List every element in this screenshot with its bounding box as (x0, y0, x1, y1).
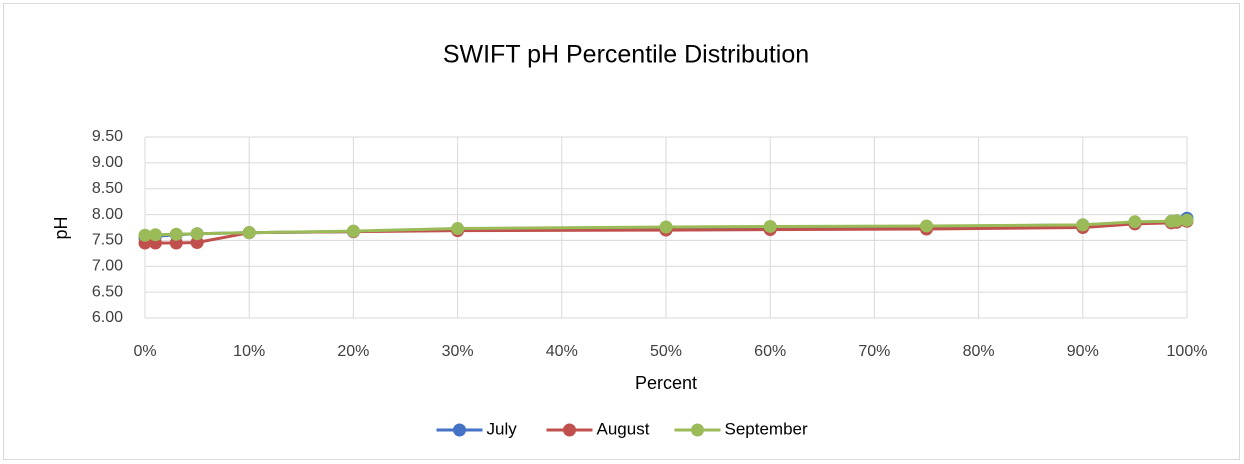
data-point (659, 220, 673, 234)
data-point (1180, 213, 1194, 227)
y-tick-label: 7.00 (92, 258, 123, 275)
data-point (1128, 215, 1142, 229)
data-point (148, 228, 162, 242)
data-point (138, 228, 152, 242)
y-tick-label: 6.50 (92, 283, 123, 300)
x-tick-label: 20% (337, 343, 369, 360)
x-tick-label: 60% (754, 343, 786, 360)
data-point (190, 227, 204, 241)
x-tick-label: 10% (233, 343, 265, 360)
legend-swatch-marker (563, 423, 576, 437)
y-axis-label: pH (51, 216, 71, 239)
legend-label: September (725, 419, 808, 438)
legend-label: August (597, 419, 650, 438)
y-tick-label: 9.50 (92, 128, 123, 145)
x-tick-label: 90% (1067, 343, 1099, 360)
x-tick-label: 100% (1167, 343, 1208, 360)
y-tick-label: 7.50 (92, 232, 123, 249)
data-point (451, 222, 465, 236)
y-tick-label: 9.00 (92, 154, 123, 171)
x-tick-label: 40% (546, 343, 578, 360)
x-tick-label: 0% (133, 343, 156, 360)
data-point (1076, 218, 1090, 232)
x-tick-label: 30% (442, 343, 474, 360)
legend-label: July (487, 419, 518, 438)
chart-title: SWIFT pH Percentile Distribution (443, 41, 809, 69)
x-tick-label: 80% (963, 343, 995, 360)
x-axis-label: Percent (635, 373, 697, 393)
data-point (169, 227, 183, 241)
data-point (346, 224, 360, 238)
data-point (1170, 214, 1184, 228)
data-point (920, 219, 933, 233)
x-tick-label: 50% (650, 343, 682, 360)
data-point (763, 219, 777, 233)
y-tick-label: 6.00 (92, 309, 123, 326)
legend-swatch-marker (453, 423, 466, 437)
legend-swatch-marker (691, 423, 704, 437)
data-point (242, 226, 256, 240)
x-tick-label: 70% (858, 343, 890, 360)
y-tick-label: 8.50 (92, 180, 123, 197)
y-tick-label: 8.00 (92, 206, 123, 223)
